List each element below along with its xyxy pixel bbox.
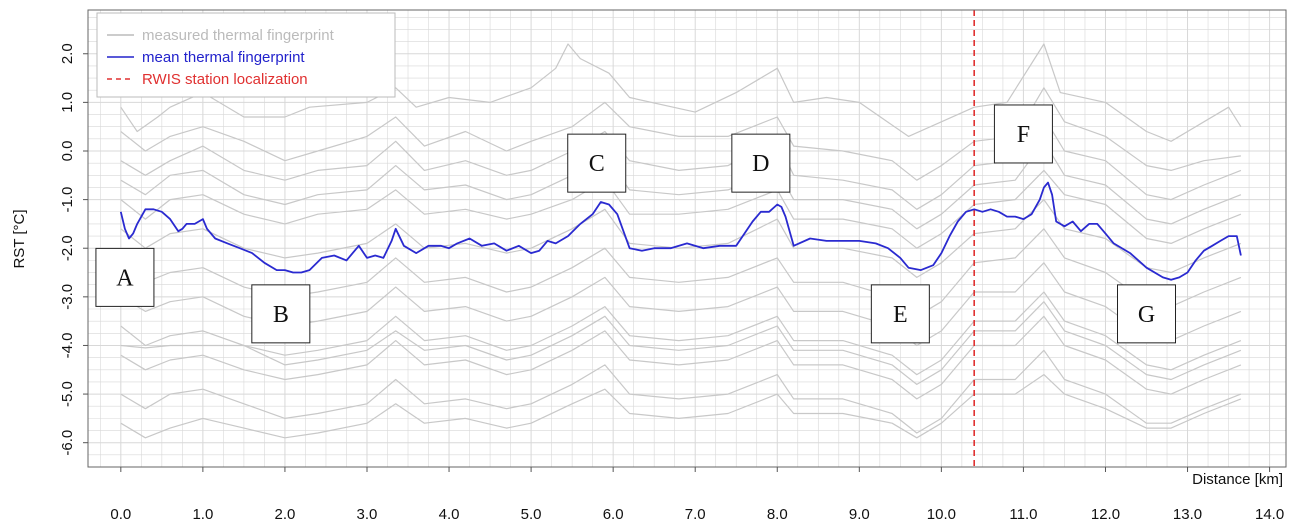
mean-series-line <box>119 181 1242 281</box>
y-tick-label: 1.0 <box>59 92 76 113</box>
measured-series-line <box>120 116 1242 210</box>
x-tick-label: 2.0 <box>275 506 296 523</box>
callout-box-frame <box>567 133 627 193</box>
measured-series-line <box>120 199 1242 278</box>
measured-series-line <box>120 301 1242 385</box>
y-tick-label: -6.0 <box>59 430 76 456</box>
x-tick-label: 14.0 <box>1255 506 1284 523</box>
callout-label: C <box>589 151 605 177</box>
measured-series-group <box>120 43 1242 439</box>
callout-label: D <box>752 151 769 177</box>
measured-series-line <box>120 87 1241 181</box>
measured-series-line <box>120 349 1242 434</box>
callout-box-frame <box>251 284 311 344</box>
x-axis-label: Distance [km] <box>1192 471 1283 488</box>
legend-label-station: RWIS station localization <box>142 71 308 88</box>
measured-series-line <box>120 43 1242 142</box>
callout-label: F <box>1017 122 1030 148</box>
measured-series-line <box>120 315 1242 400</box>
x-tick-label: 0.0 <box>110 506 131 523</box>
legend-label-measured: measured thermal fingerprint <box>142 27 335 44</box>
callout-boxes: A B C D E F G <box>95 104 1177 344</box>
y-axis-ticks: 2.0 1.0 0.0 -1.0 -2.0 -3.0 -4.0 -5.0 -6.0 <box>59 43 88 456</box>
measured-series-line <box>120 140 1242 230</box>
x-tick-label: 4.0 <box>439 506 460 523</box>
callout-a: A <box>95 247 155 307</box>
plot-frame <box>87 9 1287 468</box>
measured-series-line <box>120 374 1242 439</box>
callout-b: B <box>251 284 311 344</box>
callout-f: F <box>993 104 1053 164</box>
y-axis-label: RST [°C] <box>11 209 28 268</box>
callout-box-frame <box>731 133 791 193</box>
y-tick-label: 2.0 <box>59 43 76 64</box>
callout-box-frame <box>95 247 155 307</box>
y-tick-label: -1.0 <box>59 187 76 213</box>
callout-label: A <box>116 265 134 291</box>
y-tick-label: -3.0 <box>59 284 76 310</box>
callout-box-frame <box>1117 284 1177 344</box>
legend: measured thermal fingerprint mean therma… <box>96 12 396 98</box>
x-tick-label: 11.0 <box>1009 506 1037 523</box>
y-tick-label: 0.0 <box>59 141 76 162</box>
callout-d: D <box>731 133 791 193</box>
callout-c: C <box>567 133 627 193</box>
legend-box <box>96 12 396 98</box>
x-tick-label: 1.0 <box>192 506 213 523</box>
y-tick-label: -2.0 <box>59 235 76 261</box>
legend-label-mean: mean thermal fingerprint <box>142 49 305 66</box>
callout-label: E <box>893 302 908 328</box>
callout-label: G <box>1138 302 1155 328</box>
callout-label: B <box>273 302 289 328</box>
x-tick-label: 13.0 <box>1173 506 1202 523</box>
measured-series-line <box>120 169 1242 249</box>
x-tick-label: 7.0 <box>685 506 706 523</box>
x-tick-label: 10.0 <box>927 506 956 523</box>
callout-e: E <box>870 284 930 344</box>
callout-box-frame <box>993 104 1053 164</box>
callout-g: G <box>1117 284 1177 344</box>
x-tick-label: 8.0 <box>767 506 788 523</box>
x-tick-label: 3.0 <box>357 506 378 523</box>
x-tick-label: 6.0 <box>603 506 624 523</box>
x-tick-label: 12.0 <box>1091 506 1120 523</box>
x-tick-label: 5.0 <box>521 506 542 523</box>
x-tick-label: 9.0 <box>849 506 870 523</box>
x-axis-ticks: 0.0 1.0 2.0 3.0 4.0 5.0 6.0 7.0 8.0 9.0 10.0 11.0 12… <box>110 467 1284 523</box>
y-tick-label: -5.0 <box>59 381 76 407</box>
measured-series-line <box>120 291 1242 376</box>
callout-box-frame <box>870 284 930 344</box>
y-tick-label: -4.0 <box>59 333 76 359</box>
